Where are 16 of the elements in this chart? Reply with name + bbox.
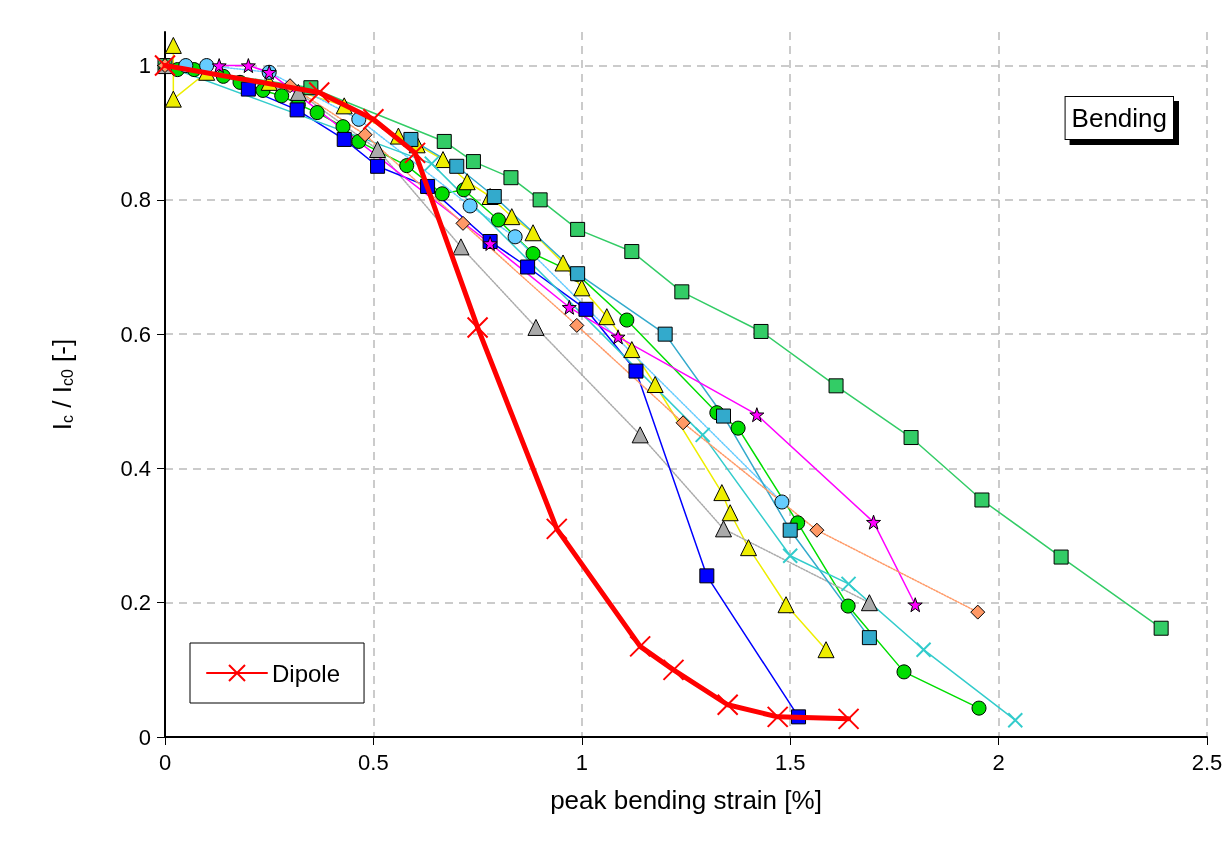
y-tick-label: 0.6 bbox=[120, 321, 151, 347]
legend-label: Dipole bbox=[272, 659, 341, 687]
y-tick-label: 0 bbox=[138, 724, 151, 750]
x-tick-label: 2.5 bbox=[1191, 749, 1223, 775]
y-tick-label: 1 bbox=[138, 53, 151, 79]
x-tick-label: 0.5 bbox=[358, 749, 389, 775]
x-tick-label: 2 bbox=[992, 749, 1005, 775]
x-tick-label: 0 bbox=[158, 749, 172, 775]
x-axis-title: peak bending strain [%] bbox=[550, 785, 822, 815]
y-axis-title: Ic / Ic0 [-] bbox=[47, 338, 77, 431]
x-tick-label: 1 bbox=[575, 749, 588, 775]
annotation: Bending bbox=[1071, 103, 1167, 133]
y-tick-label: 0.4 bbox=[120, 455, 151, 481]
y-tick-label: 0.8 bbox=[120, 187, 151, 213]
y-tick-label: 0.2 bbox=[120, 590, 151, 616]
x-tick-label: 1.5 bbox=[774, 749, 806, 775]
